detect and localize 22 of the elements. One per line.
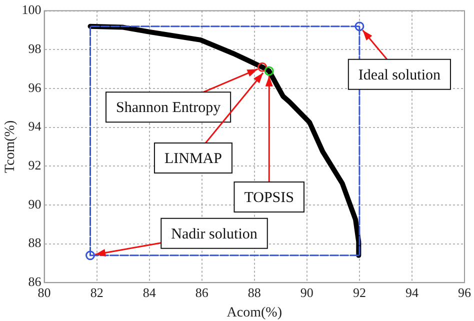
annotation: LINMAP [164, 150, 222, 167]
x-tick-label: 88 [248, 284, 261, 300]
annotation: Nadir solution [171, 226, 258, 242]
y-tick-label: 94 [28, 118, 42, 134]
x-tick-label: 92 [352, 284, 366, 300]
x-tick-label: 94 [405, 284, 419, 300]
x-tick-label: 90 [300, 284, 314, 300]
y-axis-title: Tcom(%) [3, 120, 18, 174]
x-axis-title: Acom(%) [226, 305, 282, 320]
y-tick-label: 92 [28, 158, 42, 173]
y-tick-label: 96 [28, 80, 42, 95]
annotation: Ideal solution [358, 67, 441, 84]
x-tick-label: 82 [90, 284, 104, 300]
y-tick-label: 98 [28, 41, 42, 56]
y-tick-label: 90 [28, 196, 42, 212]
y-tick-label: 100 [22, 2, 42, 18]
x-tick-label: 86 [195, 284, 209, 300]
y-tick-label: 88 [28, 235, 42, 250]
x-tick-label: 96 [458, 284, 472, 300]
annotation: TOPSIS [244, 190, 294, 206]
x-tick-label: 84 [142, 284, 156, 300]
annotation: Shannon Entropy [116, 100, 222, 116]
